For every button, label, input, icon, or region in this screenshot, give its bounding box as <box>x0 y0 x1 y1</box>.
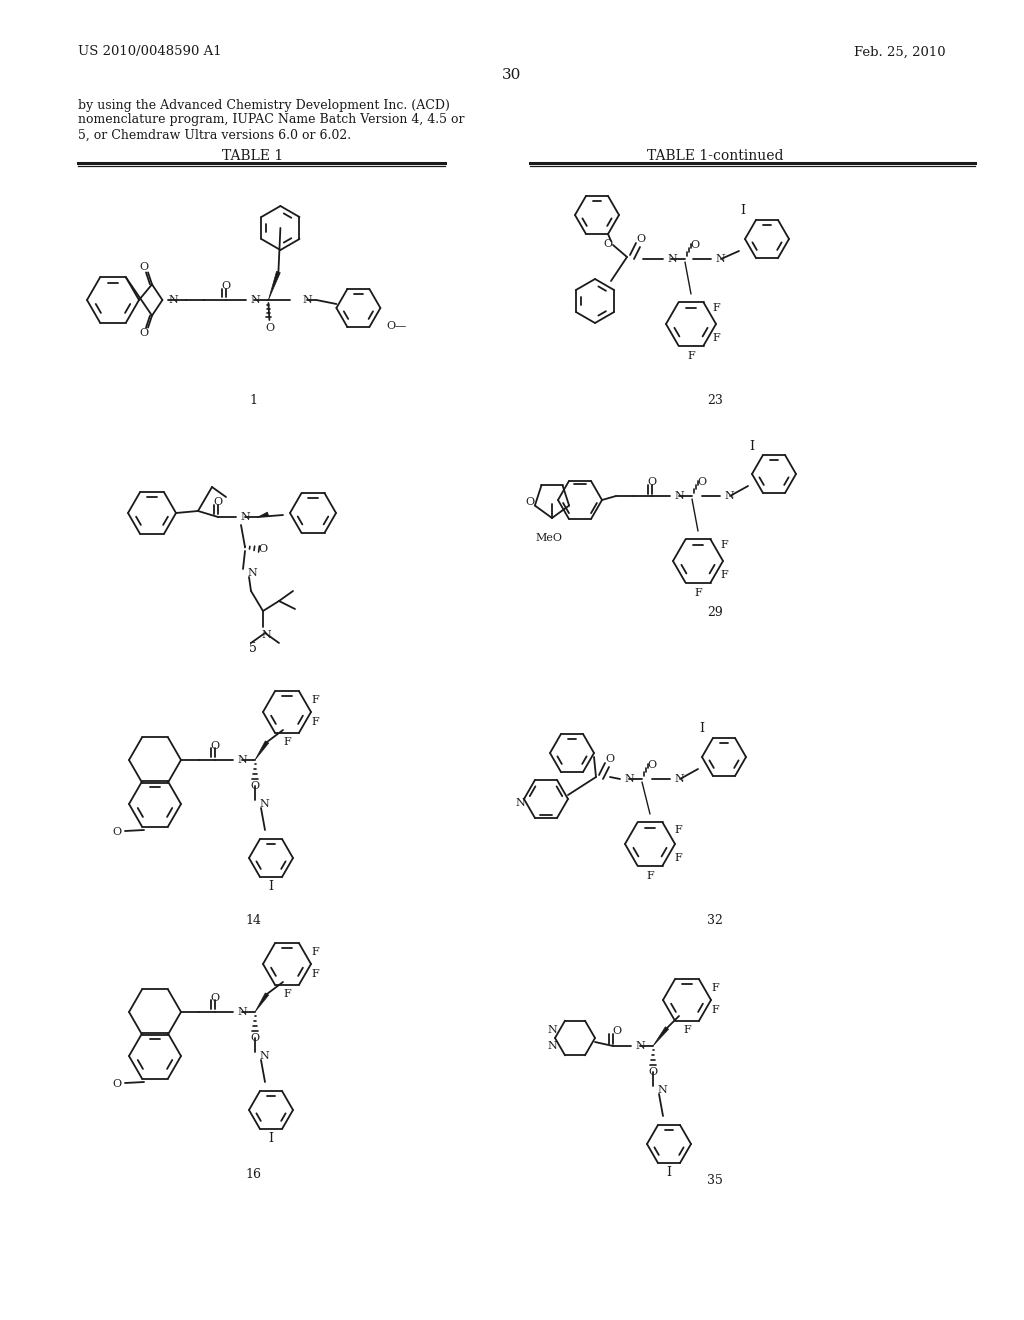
Text: O: O <box>603 239 612 249</box>
Text: N: N <box>237 755 247 766</box>
Text: N: N <box>715 253 725 264</box>
Text: 23: 23 <box>707 393 723 407</box>
Text: by using the Advanced Chemistry Development Inc. (ACD): by using the Advanced Chemistry Developm… <box>78 99 450 111</box>
Text: I: I <box>750 440 755 453</box>
Text: N: N <box>624 774 634 784</box>
Text: US 2010/0048590 A1: US 2010/0048590 A1 <box>78 45 221 58</box>
Text: N: N <box>635 1041 645 1051</box>
Text: N: N <box>240 512 250 521</box>
Text: N: N <box>667 253 677 264</box>
Text: 16: 16 <box>245 1168 261 1181</box>
Text: N: N <box>657 1085 667 1096</box>
Text: TABLE 1-continued: TABLE 1-continued <box>647 149 783 162</box>
Text: N: N <box>547 1041 557 1051</box>
Text: N: N <box>259 1051 268 1061</box>
Text: O: O <box>251 1034 259 1043</box>
Text: N: N <box>237 1007 247 1016</box>
Text: O: O <box>637 234 645 244</box>
Text: N: N <box>547 1026 557 1035</box>
Text: Feb. 25, 2010: Feb. 25, 2010 <box>854 45 946 58</box>
Text: O: O <box>258 544 267 554</box>
Text: O: O <box>113 1078 122 1089</box>
Text: 30: 30 <box>503 69 521 82</box>
Text: F: F <box>283 737 291 747</box>
Text: O: O <box>211 993 219 1003</box>
Text: O—: O— <box>386 321 407 331</box>
Text: F: F <box>720 570 728 579</box>
Text: F: F <box>311 969 318 979</box>
Text: F: F <box>720 540 728 550</box>
Polygon shape <box>258 512 268 517</box>
Text: F: F <box>311 717 318 727</box>
Text: N: N <box>168 294 178 305</box>
Text: F: F <box>687 351 695 360</box>
Text: F: F <box>683 1026 691 1035</box>
Text: F: F <box>694 587 701 598</box>
Text: F: F <box>311 696 318 705</box>
Text: O: O <box>612 1026 622 1036</box>
Text: F: F <box>283 989 291 999</box>
Text: O: O <box>222 281 231 290</box>
Text: 5: 5 <box>249 642 257 655</box>
Text: N: N <box>674 491 684 502</box>
Text: 32: 32 <box>707 913 723 927</box>
Text: O: O <box>266 323 275 333</box>
Text: O: O <box>690 240 699 249</box>
Text: 5, or Chemdraw Ultra versions 6.0 or 6.02.: 5, or Chemdraw Ultra versions 6.0 or 6.0… <box>78 128 351 141</box>
Text: F: F <box>711 1005 719 1015</box>
Text: N: N <box>515 799 525 808</box>
Text: I: I <box>667 1166 672 1179</box>
Text: O: O <box>647 477 656 487</box>
Text: 1: 1 <box>249 393 257 407</box>
Text: N: N <box>251 294 260 305</box>
Polygon shape <box>255 993 268 1012</box>
Text: F: F <box>674 825 682 836</box>
Text: I: I <box>268 879 273 892</box>
Text: N: N <box>674 774 684 784</box>
Text: F: F <box>311 946 318 957</box>
Text: N: N <box>724 491 734 502</box>
Text: O: O <box>525 498 535 507</box>
Text: O: O <box>139 263 148 272</box>
Text: N: N <box>261 630 270 640</box>
Text: nomenclature program, IUPAC Name Batch Version 4, 4.5 or: nomenclature program, IUPAC Name Batch V… <box>78 114 465 127</box>
Text: O: O <box>251 781 259 791</box>
Text: O: O <box>139 327 148 338</box>
Text: 29: 29 <box>708 606 723 619</box>
Text: O: O <box>213 498 222 507</box>
Text: I: I <box>268 1131 273 1144</box>
Text: O: O <box>211 741 219 751</box>
Polygon shape <box>255 741 268 760</box>
Text: O: O <box>605 754 614 764</box>
Text: I: I <box>740 205 745 218</box>
Text: N: N <box>259 799 268 809</box>
Text: F: F <box>712 304 720 313</box>
Text: O: O <box>647 760 656 770</box>
Text: 35: 35 <box>707 1173 723 1187</box>
Polygon shape <box>268 272 281 300</box>
Text: N: N <box>302 294 312 305</box>
Text: I: I <box>699 722 705 735</box>
Text: O: O <box>113 828 122 837</box>
Text: O: O <box>648 1067 657 1077</box>
Text: TABLE 1: TABLE 1 <box>222 149 284 162</box>
Text: F: F <box>712 333 720 343</box>
Text: N: N <box>247 568 257 578</box>
Text: MeO: MeO <box>535 533 562 543</box>
Text: F: F <box>646 871 654 880</box>
Text: F: F <box>711 983 719 993</box>
Polygon shape <box>653 1027 669 1045</box>
Text: F: F <box>674 853 682 863</box>
Text: O: O <box>697 477 707 487</box>
Text: 14: 14 <box>245 913 261 927</box>
